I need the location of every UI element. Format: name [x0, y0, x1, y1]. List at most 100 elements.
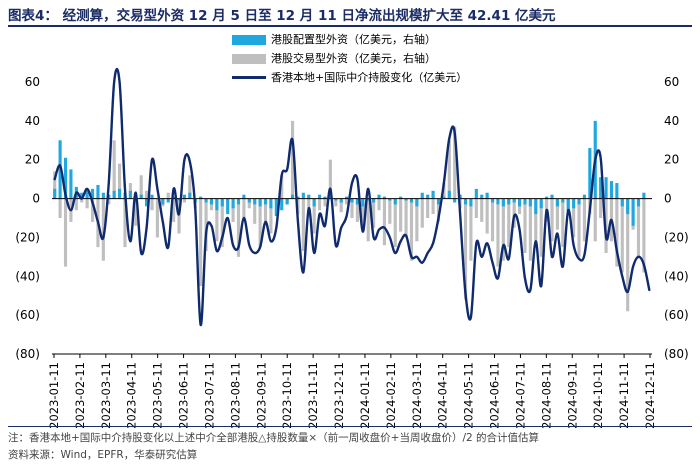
trading-bar	[436, 198, 441, 222]
trading-bar	[155, 198, 159, 238]
x-tick-label: 2024-04-11	[436, 362, 450, 429]
x-tick-label: 2023-01-11	[47, 362, 61, 429]
trading-bar	[561, 198, 565, 248]
allocation-bar	[236, 198, 241, 205]
trading-bar	[263, 198, 268, 222]
trading-bar	[636, 198, 641, 257]
allocation-bar	[561, 198, 565, 203]
x-tick-label: 2024-02-11	[384, 362, 398, 429]
allocation-bar	[209, 198, 214, 205]
allocation-bar	[263, 198, 268, 205]
trading-bar	[534, 198, 538, 246]
trading-bar	[469, 198, 473, 261]
trading-bar	[334, 198, 338, 207]
trading-bar	[145, 190, 149, 199]
y-right-tick-label: 60	[664, 75, 679, 89]
allocation-bar	[631, 198, 635, 226]
allocation-bar	[604, 177, 608, 199]
allocation-bar	[512, 198, 516, 203]
legend-item-trading: 港股交易型外资（亿美元，右轴）	[232, 49, 467, 68]
trading-bar	[507, 198, 511, 248]
allocation-bar	[145, 198, 149, 207]
trading-bar	[128, 183, 132, 199]
allocation-bar	[215, 198, 219, 211]
allocation-bar	[361, 198, 365, 207]
allocation-bar	[518, 198, 522, 207]
allocation-bar	[161, 198, 165, 205]
x-tick-label: 2023-05-11	[151, 362, 165, 429]
y-right-tick-label: 20	[664, 153, 679, 167]
allocation-bar	[307, 194, 311, 199]
trading-bar	[215, 198, 219, 242]
trading-bar	[620, 198, 624, 273]
allocation-bar	[566, 198, 570, 211]
trading-bar	[593, 198, 597, 242]
trading-bar	[90, 198, 95, 222]
allocation-bar	[90, 188, 95, 199]
trading-bar	[134, 198, 138, 226]
trading-bars	[53, 120, 646, 312]
allocation-bar	[339, 198, 343, 203]
trading-bar	[231, 198, 235, 222]
allocation-bar	[588, 148, 592, 199]
allocation-bar	[63, 157, 68, 199]
x-tick-label: 2023-04-11	[125, 362, 139, 429]
x-tick-label: 2024-09-11	[565, 362, 579, 429]
trading-bar	[172, 198, 176, 222]
allocation-bar	[334, 198, 338, 201]
allocation-bar	[426, 194, 430, 199]
legend-swatch-trading	[232, 53, 266, 64]
trading-bar	[301, 198, 305, 252]
y-left-tick-label: 0	[32, 192, 40, 206]
trading-bar	[107, 198, 111, 205]
trading-bar	[496, 198, 500, 267]
trading-bar	[415, 198, 419, 242]
allocation-bar	[366, 198, 370, 201]
allocation-bar	[485, 192, 489, 199]
trading-bar	[404, 198, 408, 238]
trading-bar	[372, 198, 376, 228]
trading-bar	[199, 198, 203, 286]
trading-bar	[393, 198, 397, 248]
allocation-bar	[453, 198, 457, 203]
allocation-bar	[399, 196, 403, 199]
trading-bar	[474, 198, 478, 218]
trading-bar	[490, 198, 495, 242]
allocation-bar	[577, 198, 581, 205]
allocation-bar	[139, 194, 143, 199]
trading-bar	[258, 198, 262, 248]
trading-bar	[447, 140, 451, 199]
trading-bar	[377, 198, 381, 211]
allocation-bar	[177, 198, 181, 201]
allocation-bar	[409, 198, 414, 203]
x-tick-label: 2024-12-11	[643, 362, 657, 429]
trading-bar	[188, 175, 192, 199]
allocation-bar	[496, 198, 500, 205]
trading-bar	[501, 198, 505, 261]
allocation-bar	[280, 198, 284, 211]
trading-bar	[166, 192, 170, 199]
allocation-bar	[350, 198, 354, 203]
chart-source: 资料来源：Wind，EPFR，华泰研究估算	[8, 449, 198, 461]
trading-bar	[409, 198, 414, 261]
trading-bar	[177, 198, 181, 234]
trading-bar	[236, 198, 241, 257]
allocation-bar	[480, 194, 484, 199]
trading-bar	[280, 175, 284, 199]
allocation-bar	[507, 198, 511, 205]
trading-bar	[112, 140, 116, 199]
y-right-tick-label: (60)	[664, 308, 689, 322]
legend-swatch-line	[232, 76, 266, 79]
allocation-bar	[636, 198, 641, 207]
trading-bar	[58, 198, 62, 218]
allocation-bar	[188, 192, 192, 199]
legend-label-trading: 港股交易型外资（亿美元，右轴）	[271, 52, 436, 65]
allocation-bar	[258, 198, 262, 207]
trading-bar	[615, 198, 619, 267]
legend: 港股配置型外资（亿美元，右轴） 港股交易型外资（亿美元，右轴） 香港本地+国际中…	[232, 30, 467, 87]
trading-bar	[485, 198, 489, 234]
trading-bar	[139, 175, 143, 199]
holdings-change-line	[53, 67, 651, 327]
trading-bar	[599, 198, 603, 218]
